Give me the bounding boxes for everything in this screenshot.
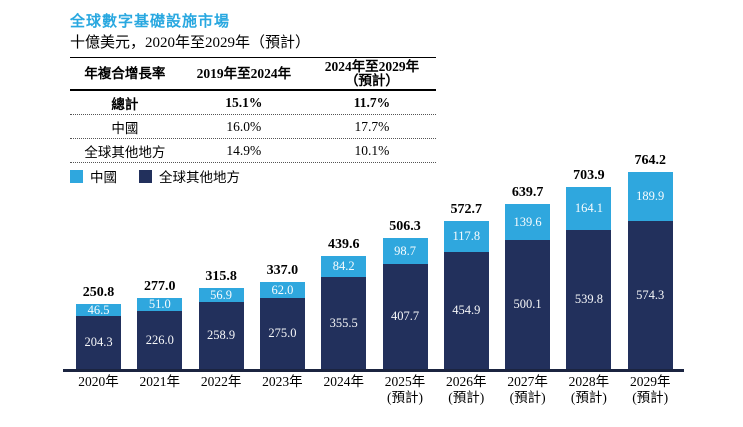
x-label-year: 2028年: [568, 374, 610, 389]
row-label: 中國: [111, 120, 139, 136]
cagr-row-1: 中國 16.0% 17.7%: [70, 115, 436, 139]
bar-segment-rest-of-world: 454.9: [443, 251, 489, 369]
x-label-forecast-note: (預計): [448, 390, 485, 405]
x-axis-line: [63, 369, 684, 372]
bar-total-label: 506.3: [389, 219, 421, 235]
bar-segment-rest-of-world: 539.8: [566, 229, 612, 369]
bar-segment-china: 117.8: [443, 221, 489, 252]
bar-total-label: 764.2: [634, 152, 666, 168]
chart-legend: 中國 全球其他地方: [70, 166, 240, 186]
row-label: 總計: [111, 96, 139, 112]
x-label-year: 2026年: [446, 374, 487, 389]
legend-swatch-icon: [70, 169, 83, 183]
cagr-table-header: 年複合增長率 2019年至2024年 2024年至2029年 （預計）: [70, 57, 436, 91]
row-period1: 14.9%: [226, 142, 262, 158]
x-axis-label-2026年: 2026年 (預計): [430, 374, 502, 406]
legend-label: 中國: [90, 170, 117, 185]
bar-group-2029年: 189.9 574.3: [627, 171, 673, 369]
row-period2: 11.7%: [353, 94, 391, 110]
row-period1: 15.1%: [225, 94, 263, 110]
x-axis-label-2020年: 2020年: [63, 374, 135, 390]
bar-segment-rest-of-world: 500.1: [505, 239, 551, 369]
x-label-year: 2024年: [323, 374, 364, 389]
bar-segment-china: 56.9: [198, 287, 244, 303]
bar-total-label: 639.7: [511, 184, 544, 200]
x-axis-label-2022年: 2022年: [185, 374, 257, 390]
bar-total-label: 703.9: [573, 168, 605, 184]
bar-group-2025年: 98.7 407.7: [382, 238, 428, 369]
bar-segment-rest-of-world: 258.9: [198, 302, 244, 369]
bar-group-2024年: 84.2 355.5: [321, 255, 367, 369]
x-label-year: 2020年: [78, 374, 119, 389]
cagr-row-2: 全球其他地方 14.9% 10.1%: [70, 139, 436, 163]
bar-total-label: 439.6: [327, 236, 360, 252]
bar-group-2028年: 164.1 539.8: [566, 187, 612, 369]
bar-total-label: 337.0: [266, 263, 299, 279]
page-subtitle: 十億美元，2020年至2029年（預計）: [70, 35, 311, 51]
bar-group-2021年: 51.0 226.0: [137, 297, 183, 369]
x-label-forecast-note: (預計): [509, 390, 546, 405]
bar-segment-rest-of-world: 204.3: [76, 316, 121, 369]
x-axis-label-2025年: 2025年 (預計): [369, 374, 441, 406]
row-period2: 10.1%: [354, 142, 390, 158]
bar-segment-china: 98.7: [382, 238, 428, 264]
x-axis-label-2027年: 2027年 (預計): [492, 374, 564, 406]
bar-segment-rest-of-world: 407.7: [382, 263, 428, 369]
x-label-year: 2022年: [200, 374, 242, 389]
bar-segment-china: 62.0: [259, 282, 305, 299]
bar-segment-china: 189.9: [627, 171, 673, 221]
bar-group-2027年: 139.6 500.1: [505, 203, 551, 369]
bar-total-label: 250.8: [82, 285, 115, 301]
x-axis-label-2021年: 2021年: [124, 374, 196, 390]
x-label-year: 2029年: [629, 374, 671, 389]
page-title: 全球數字基礎設施市場: [70, 14, 231, 30]
x-label-forecast-note: (預計): [570, 390, 607, 405]
bar-group-2020年: 46.5 204.3: [76, 304, 121, 369]
bar-segment-rest-of-world: 355.5: [321, 277, 367, 369]
bar-segment-china: 46.5: [76, 304, 121, 316]
bar-group-2023年: 62.0 275.0: [259, 282, 305, 369]
x-axis-label-2024年: 2024年: [308, 374, 380, 390]
bar-total-label: 572.7: [450, 202, 483, 218]
bar-segment-rest-of-world: 226.0: [137, 310, 183, 369]
legend-item-0: 中國: [70, 166, 117, 186]
bar-segment-china: 84.2: [321, 255, 367, 278]
legend-item-1: 全球其他地方: [139, 166, 240, 186]
cagr-table: 年複合增長率 2019年至2024年 2024年至2029年 （預計） 總計 15…: [70, 57, 436, 163]
header-period2: 2024年至2029年 （預計）: [324, 58, 420, 88]
bar-segment-rest-of-world: 275.0: [259, 298, 305, 369]
bar-total-label: 277.0: [144, 278, 176, 294]
x-axis-label-2029年: 2029年 (預計): [614, 374, 686, 406]
x-axis-label-2028年: 2028年 (預計): [553, 374, 625, 406]
bar-group-2026年: 117.8 454.9: [443, 221, 489, 369]
x-label-forecast-note: (預計): [632, 390, 669, 405]
x-axis-label-2023年: 2023年: [246, 374, 318, 390]
cagr-row-0: 總計 15.1% 11.7%: [70, 91, 436, 115]
bar-group-2022年: 56.9 258.9: [198, 287, 244, 369]
x-label-year: 2021年: [139, 374, 181, 389]
header-period1: 2019年至2024年: [196, 65, 292, 81]
cagr-table-body: 總計 15.1% 11.7% 中國 16.0% 17.7% 全球其他地方 14.9% 10.1%: [70, 91, 436, 163]
header-metric: 年複合增長率: [84, 65, 166, 81]
bar-segment-china: 51.0: [137, 297, 183, 311]
legend-label: 全球其他地方: [159, 170, 240, 185]
legend-swatch-icon: [139, 169, 152, 183]
x-label-year: 2023年: [262, 374, 303, 389]
x-label-forecast-note: (預計): [387, 390, 423, 405]
row-period2: 17.7%: [354, 118, 390, 134]
x-label-year: 2025年: [384, 374, 426, 389]
row-period1: 16.0%: [226, 118, 262, 134]
bar-segment-rest-of-world: 574.3: [627, 220, 673, 369]
bar-total-label: 315.8: [205, 268, 237, 284]
bar-segment-china: 139.6: [505, 203, 551, 240]
row-label: 全球其他地方: [84, 144, 166, 160]
x-label-year: 2027年: [507, 374, 548, 389]
bar-segment-china: 164.1: [566, 187, 612, 230]
